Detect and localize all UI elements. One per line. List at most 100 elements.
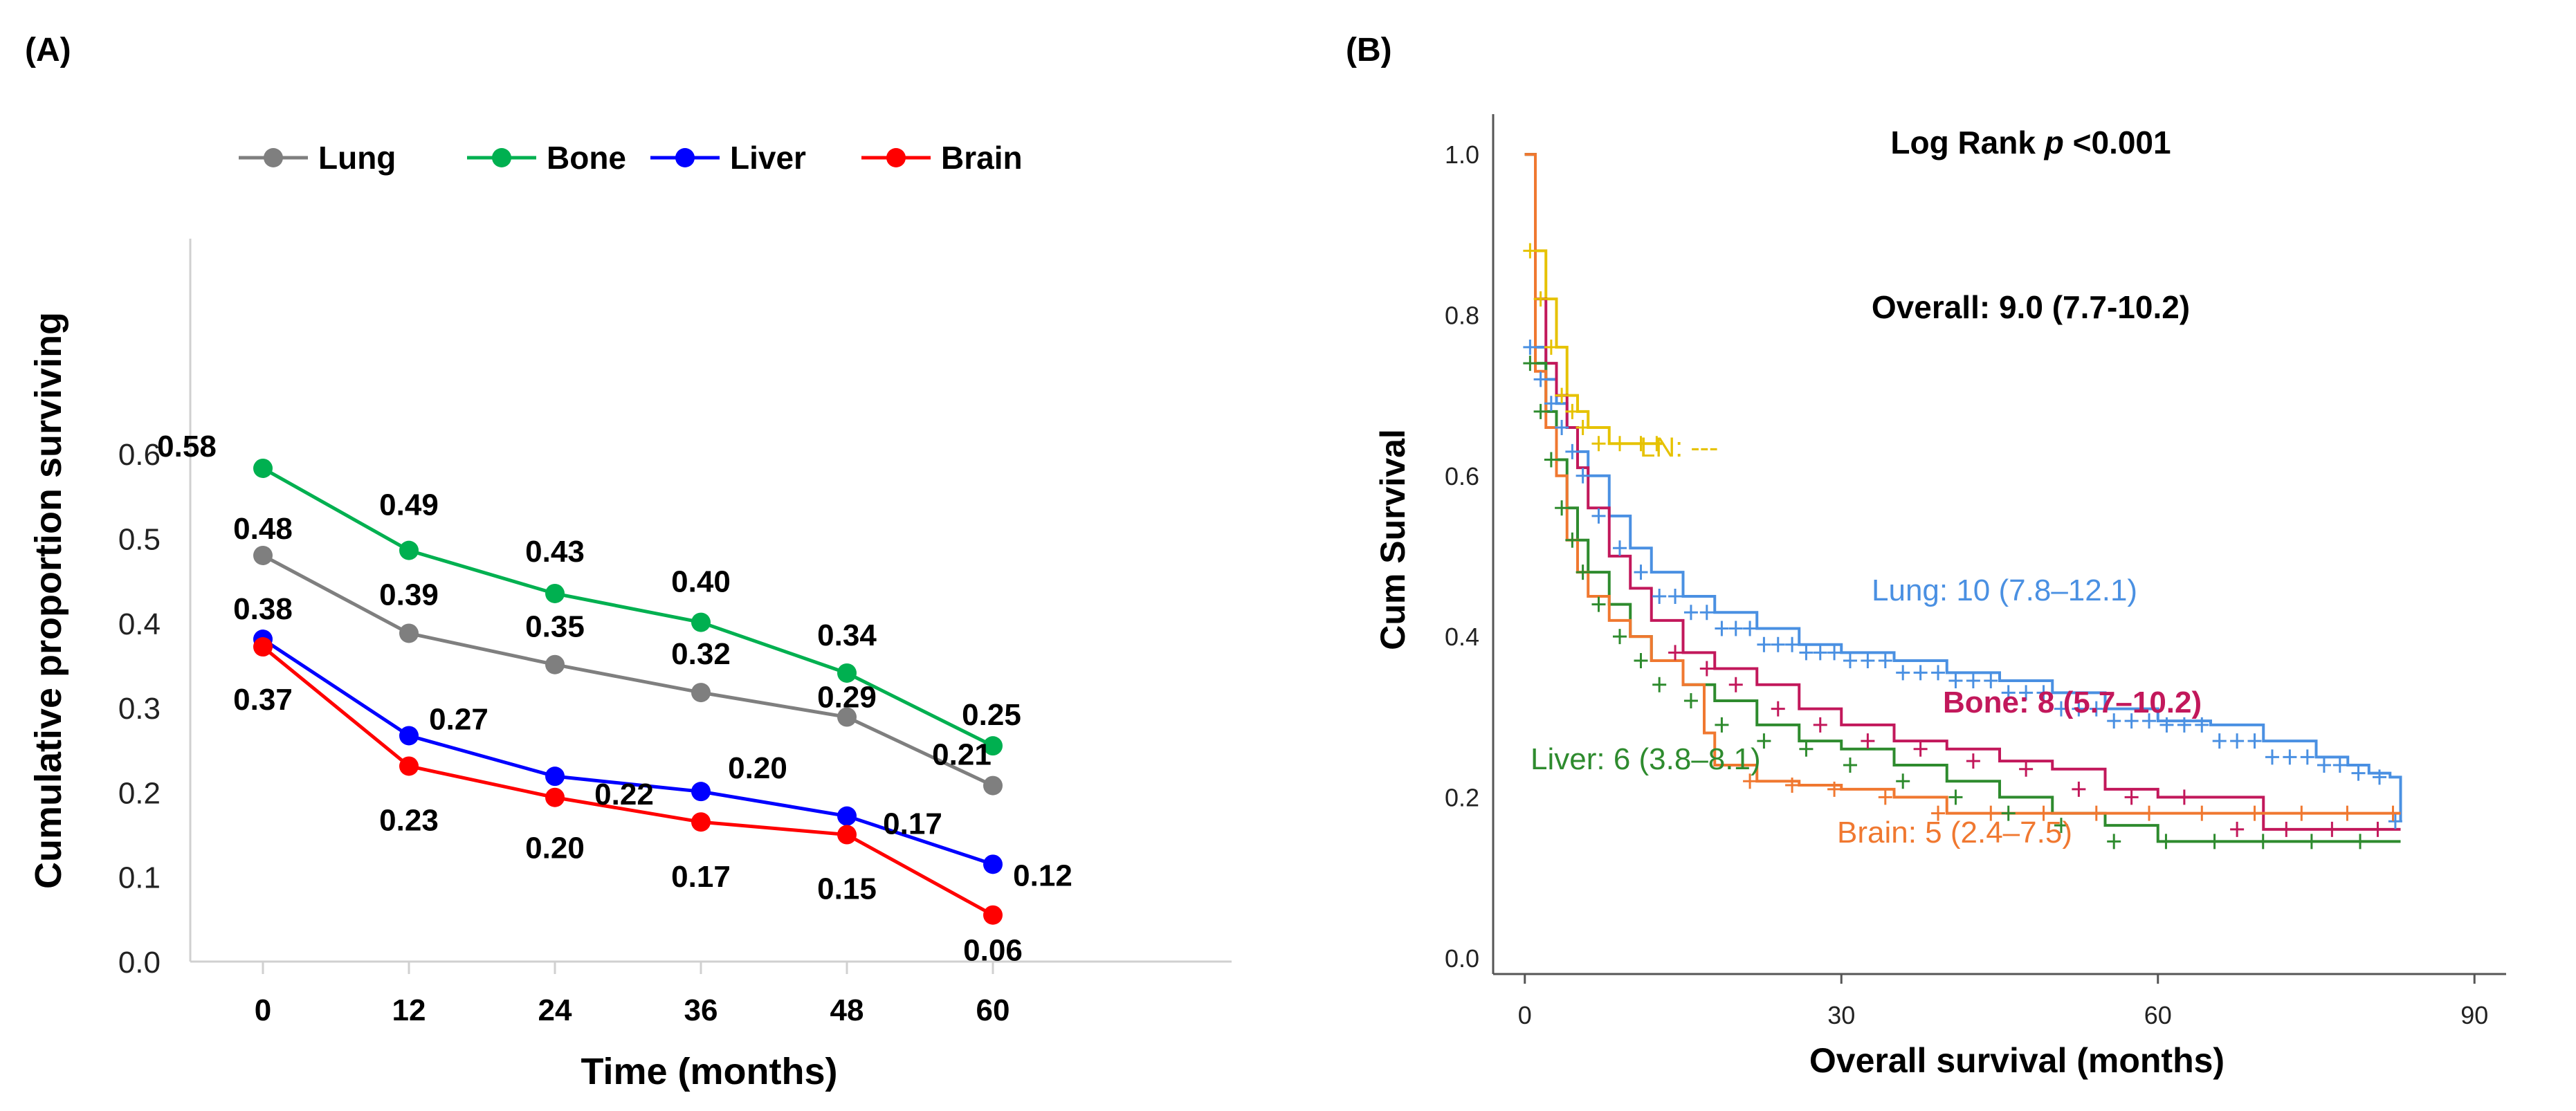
panel-b-censor-mark-liver [2001, 805, 2016, 821]
panel-a-x-tick-label: 0 [255, 993, 271, 1027]
panel-b-censor-mark-lung [2195, 717, 2209, 733]
panel-b-censor-mark-brain [2386, 805, 2400, 821]
panel-a-data-point-liver [837, 806, 857, 826]
panel-b-censor-mark-liver [1683, 693, 1698, 709]
panel-b-censor-mark-liver [1715, 717, 1729, 733]
panel-b-censor-mark-ln [1634, 436, 1648, 452]
log-rank-annotation: Log Rank p <0.001 [1890, 125, 2171, 160]
panel-b-censor-mark-liver [1757, 733, 1771, 749]
panel-b-censor-mark-brain [1984, 805, 1998, 821]
panel-b-x-tick-label: 90 [2460, 1001, 2488, 1029]
panel-b-censor-mark-liver [2256, 834, 2270, 850]
panel-a-y-tick-label: 0.6 [118, 438, 161, 472]
panel-b-censor-mark-brain [2089, 805, 2103, 821]
panel-b-x-axis-title: Overall survival (months) [1809, 1041, 2225, 1080]
panel-b-censor-mark-bone [1913, 741, 1928, 757]
overall-median-annotation: Overall: 9.0 (7.7-10.2) [1872, 289, 2190, 325]
panel-b-censor-mark-brain [1931, 805, 1946, 821]
panel-b-censor-mark-bone [1668, 645, 1683, 661]
panel-a-data-point-bone [399, 540, 419, 560]
panel-b-censor-mark-liver [2159, 834, 2173, 850]
panel-b-censor-mark-lung [1728, 621, 1743, 636]
panel-b-censor-mark-lung [2001, 685, 2016, 701]
panel-b-survival-curve-brain [1524, 153, 2401, 815]
panel-a-y-tick-label: 0.3 [118, 692, 161, 726]
panel-a-x-axis-title: Time (months) [581, 1051, 837, 1092]
panel-b-censor-mark-lung [1523, 339, 1537, 355]
panel-b-censor-mark-liver [1575, 564, 1590, 580]
panel-a-data-label-liver: 0.22 [594, 778, 654, 811]
panel-a-data-point-brain [837, 825, 857, 845]
panel-b-censor-mark-ln [1533, 291, 1548, 307]
panel-b-censor-mark-lung [1827, 645, 1842, 661]
panel-a-data-point-bone [545, 583, 565, 603]
panel-b-censor-mark-bone [1861, 733, 1875, 749]
panel-a-data-point-brain [253, 637, 273, 657]
panel-b-censor-mark-lung [2089, 701, 2103, 717]
panel-a-data-label-brain: 0.17 [671, 860, 731, 894]
panel-a-data-point-bone [253, 458, 273, 478]
panel-b-censor-mark-lung [2265, 749, 2279, 765]
panel-a-data-point-brain [691, 812, 711, 832]
panel-b-y-tick-label: 0.6 [1445, 462, 1479, 490]
panel-b-censor-mark-liver [1634, 652, 1648, 668]
panel-b-censor-mark-lung [2373, 769, 2386, 785]
panel-b-censor-mark-bone [1966, 753, 1980, 769]
panel-b-censor-mark-bone [1813, 717, 1827, 733]
panel-b-censor-mark-lung [1699, 605, 1714, 621]
panel-b-censor-mark-lung [1715, 621, 1729, 636]
panel-b-censor-mark-lung [1984, 672, 1998, 688]
panel-a-data-point-lung [691, 683, 711, 703]
panel-a-y-tick-label: 0.5 [118, 523, 161, 557]
panel-b-y-tick-label: 1.0 [1445, 140, 1479, 169]
panel-b-survival-curve-lung [1524, 153, 2402, 822]
panel-b-censor-mark-liver [2353, 834, 2368, 850]
panel-b-censor-mark-liver [1555, 500, 1569, 516]
panel-b-censor-mark-lung [1785, 636, 1800, 652]
panel-b-censor-mark-brain [1827, 781, 1842, 797]
panel-b-censor-mark-lung [1743, 621, 1757, 636]
panel-a-data-point-liver [983, 854, 1003, 874]
panel-b-censor-mark-liver [1652, 677, 1667, 692]
panel-a-data-label-liver: 0.20 [728, 751, 787, 785]
panel-b-censor-mark-liver [1799, 741, 1814, 757]
panel-b-censor-mark-lung [1771, 636, 1785, 652]
panel-b-censor-mark-ln [1650, 436, 1664, 452]
panel-b-censor-mark-liver [1591, 596, 1606, 612]
panel-b-censor-mark-liver [2304, 834, 2319, 850]
panel-b-censor-mark-lung [1544, 396, 1558, 412]
panel-b-censor-mark-bone [2279, 821, 2294, 837]
panel-b-censor-mark-lung [1652, 589, 1667, 605]
panel-a-data-point-bone [983, 736, 1003, 756]
panel-b-censor-mark-brain [2142, 805, 2157, 821]
panel-b-censor-mark-brain [1785, 778, 1800, 793]
panel-b-censor-mark-lung [1896, 665, 1910, 681]
panel-b-censor-mark-lung [2036, 685, 2051, 701]
panel-b-censor-mark-lung [2230, 733, 2245, 749]
panel-b-series-label-brain: Brain: 5 (2.4–7.5) [1837, 816, 2072, 850]
panel-b-censor-mark-liver [2107, 834, 2121, 850]
panel-a-series-line-lung [262, 553, 994, 787]
panel-b-censor-mark-liver [1843, 757, 1857, 773]
panel-a-data-point-lung [983, 775, 1003, 796]
panel-a-data-point-liver [545, 766, 565, 787]
panel-b-censor-mark-liver [1565, 532, 1580, 548]
panel-b-censor-mark-liver [2207, 834, 2222, 850]
panel-b-censor-mark-lung [2351, 765, 2366, 781]
panel-b-censor-mark-bone [2124, 789, 2139, 805]
panel-b-censor-mark-lung [1813, 645, 1827, 661]
panel-b-censor-mark-bone [2177, 789, 2191, 805]
panel-b-censor-mark-lung [1634, 564, 1648, 580]
panel-a-x-tick-label: 24 [538, 993, 572, 1027]
panel-b-y-tick-label: 0.0 [1445, 944, 1479, 973]
panel-b-series-label-lung: Lung: 10 (7.8–12.1) [1872, 573, 2137, 607]
panel-b-censor-mark-lung [2142, 713, 2157, 729]
panel-b-censor-mark-bone [1699, 661, 1714, 677]
panel-a-data-label-liver: 0.38 [233, 592, 293, 626]
panel-b-censor-mark-lung [2247, 733, 2262, 749]
panel-a-y-tick-label: 0.0 [118, 946, 161, 980]
panel-a-data-label-brain: 0.15 [817, 872, 877, 906]
panel-a-legend-swatch-marker [264, 148, 283, 167]
panel-b-censor-mark-liver [1544, 452, 1558, 468]
